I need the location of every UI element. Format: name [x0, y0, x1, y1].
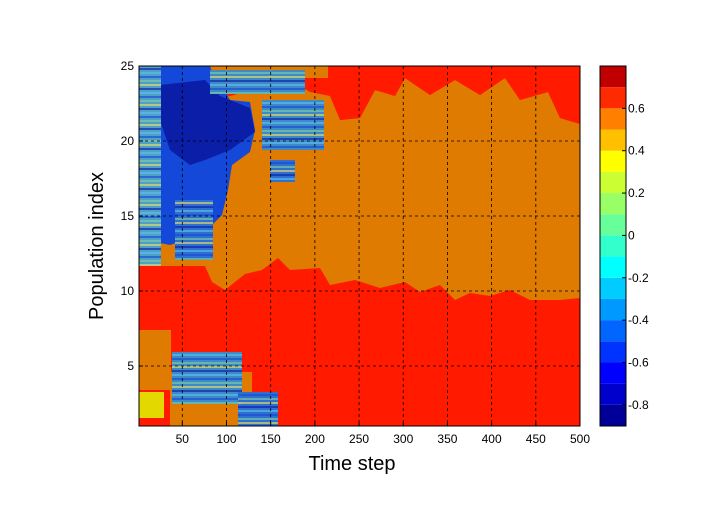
upper-high-region [325, 66, 580, 124]
colorbar-swatch [600, 298, 626, 321]
y-axis-label: Population index [86, 172, 108, 320]
x-tick-label: 500 [570, 432, 590, 446]
colorbar-swatch [600, 193, 626, 215]
stripe-cluster-mid [175, 200, 213, 260]
colorbar-swatch [600, 277, 626, 299]
stripe-lines [139, 68, 324, 424]
colorbar-swatch [600, 171, 626, 194]
colorbar-swatch [600, 404, 626, 426]
x-tick-label: 200 [305, 432, 325, 446]
plot-area [139, 66, 580, 426]
colorbar-tick-label: 0.4 [628, 144, 645, 158]
colorbar-swatch [600, 66, 626, 88]
x-tick-label: 50 [176, 432, 190, 446]
colorbar-swatch [600, 87, 626, 109]
x-tick-label: 350 [437, 432, 457, 446]
y-tick-label: 10 [121, 284, 135, 298]
colorbar-swatch [600, 214, 626, 236]
colorbar-tick-label: 0.6 [628, 101, 645, 115]
orange-patch-left [139, 330, 171, 390]
colorbar-swatch [600, 129, 626, 151]
colorbar-swatch [600, 150, 626, 172]
colorbar-tick-label: -0.8 [628, 398, 649, 412]
x-tick-label: 250 [349, 432, 369, 446]
colorbar-swatch [600, 235, 626, 257]
x-tick-label: 100 [216, 432, 236, 446]
deep-negative-core [160, 80, 255, 165]
colorbar-tick-label: 0.2 [628, 186, 645, 200]
colorbar-swatch [600, 256, 626, 278]
x-tick-label: 150 [261, 432, 281, 446]
y-tick-label: 5 [127, 359, 134, 373]
y-tick-label: 15 [121, 209, 135, 223]
colorbar-swatch [600, 362, 626, 384]
stripe-cluster-lowright [238, 392, 278, 426]
y-axis: 5 10 15 20 25 [121, 59, 143, 373]
stripe-cluster-top [210, 70, 305, 94]
x-axis-label: Time step [308, 453, 395, 475]
colorbar-ticks: -0.8 -0.6 -0.4 -0.2 0 0.2 0.4 0.6 [622, 101, 649, 412]
stripe-cluster-left [139, 66, 161, 266]
colorbar-tick-label: 0 [628, 228, 635, 242]
colorbar-swatch [600, 341, 626, 363]
stripe-cluster-right [262, 100, 324, 150]
x-axis: 50 100 150 200 250 300 350 400 450 500 [176, 422, 590, 446]
x-tick-label: 450 [526, 432, 546, 446]
colorbar-tick-label: -0.4 [628, 313, 649, 327]
colorbar [600, 66, 626, 426]
yellow-patch [139, 392, 164, 418]
colorbar-tick-label: -0.6 [628, 355, 649, 369]
y-tick-label: 20 [121, 134, 135, 148]
x-tick-label: 300 [393, 432, 413, 446]
grid-lines [139, 66, 580, 426]
colorbar-swatch [600, 108, 626, 130]
colorbar-tick-label: -0.2 [628, 271, 649, 285]
colorbar-swatch [600, 320, 626, 342]
x-tick-label: 400 [482, 432, 502, 446]
colorbar-swatch [600, 383, 626, 405]
colorbar-frame [599, 65, 627, 427]
y-tick-label: 25 [121, 59, 135, 73]
